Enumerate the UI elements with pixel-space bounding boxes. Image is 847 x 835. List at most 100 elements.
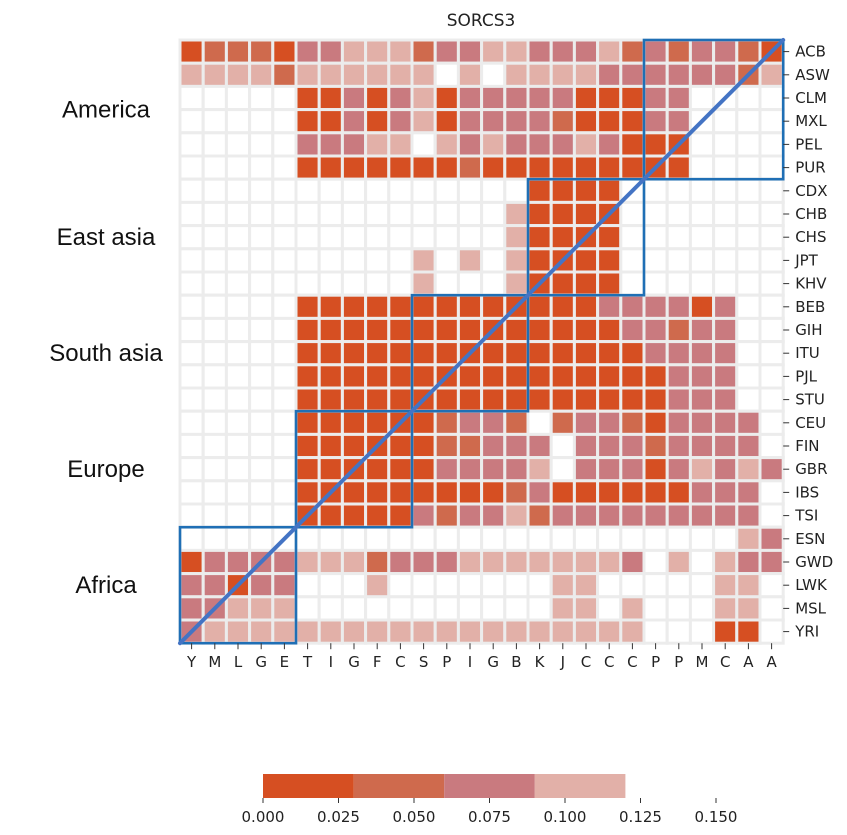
heatmap-cell-asw-7: [340, 61, 368, 88]
heatmap-cell-khv-2: [224, 270, 252, 297]
col-label-14: B: [511, 653, 521, 671]
heatmap-cell-fin-6: [317, 432, 344, 460]
heatmap-cell-mxl-12: [456, 108, 484, 135]
heatmap-cell-ceu-21: [665, 409, 692, 436]
heatmap-cell-cdx-12: [456, 177, 484, 204]
heatmap-cell-beb-0: [178, 293, 205, 320]
heatmap-cell-esn-2: [224, 525, 252, 552]
heatmap-cell-ceu-10: [410, 409, 437, 436]
heatmap-cell-pur-22: [688, 154, 716, 181]
heatmap-cell-pel-17: [572, 131, 600, 158]
heatmap-cell-tsi-17: [572, 502, 600, 529]
heatmap-cell-msl-12: [456, 595, 484, 622]
heatmap-cell-stu-22: [688, 386, 716, 413]
heatmap-cell-pel-9: [387, 131, 414, 158]
region-label-america: America: [62, 97, 151, 124]
heatmap-cell-asw-11: [433, 61, 460, 88]
heatmap-cell-pel-24: [735, 131, 762, 158]
heatmap-cell-mxl-24: [735, 108, 762, 135]
heatmap-cell-jpt-14: [503, 247, 530, 274]
heatmap-cell-yri-11: [433, 618, 460, 645]
heatmap-cell-khv-24: [735, 270, 762, 297]
heatmap-cell-esn-12: [456, 525, 484, 552]
heatmap-cell-ibs-15: [526, 479, 553, 506]
heatmap-cell-gbr-1: [201, 456, 228, 483]
col-label-3: G: [255, 653, 267, 671]
heatmap-cell-esn-24: [735, 525, 762, 552]
heatmap-cell-chb-19: [619, 200, 646, 228]
heatmap-cell-khv-0: [178, 270, 205, 297]
heatmap-cell-msl-5: [294, 595, 321, 622]
heatmap-cell-gwd-6: [317, 548, 344, 576]
heatmap-cell-ibs-21: [665, 479, 692, 506]
heatmap-cell-ceu-5: [294, 409, 321, 436]
heatmap-cell-gwd-24: [735, 548, 762, 576]
heatmap-cell-pur-25: [758, 154, 785, 181]
heatmap-cell-chs-10: [410, 224, 437, 251]
heatmap-cell-msl-19: [619, 595, 646, 622]
heatmap-cell-gwd-22: [688, 548, 716, 576]
col-label-23: C: [720, 653, 730, 671]
heatmap-cell-yri-24: [735, 618, 762, 645]
heatmap-cell-gih-23: [712, 316, 739, 344]
heatmap-cell-pel-7: [340, 131, 368, 158]
heatmap-cell-jpt-6: [317, 247, 344, 274]
heatmap-cell-jpt-3: [248, 247, 275, 274]
heatmap-cell-cdx-10: [410, 177, 437, 204]
heatmap-cell-mxl-19: [619, 108, 646, 135]
heatmap-cell-itu-18: [596, 340, 623, 367]
heatmap-cell-gih-10: [410, 316, 437, 344]
heatmap-cell-beb-6: [317, 293, 344, 320]
heatmap-cell-ceu-3: [248, 409, 275, 436]
heatmap-cell-gwd-2: [224, 548, 252, 576]
heatmap-cell-chb-4: [271, 200, 298, 228]
heatmap-cell-chb-21: [665, 200, 692, 228]
heatmap-cell-stu-6: [317, 386, 344, 413]
heatmap-cell-khv-4: [271, 270, 298, 297]
heatmap-cell-khv-3: [248, 270, 275, 297]
heatmap-cell-acb-15: [526, 38, 553, 65]
heatmap-cell-gih-7: [340, 316, 368, 344]
heatmap-cell-acb-23: [712, 38, 739, 65]
heatmap-cell-jpt-25: [758, 247, 785, 274]
row-label-yri: YRI: [794, 623, 819, 641]
heatmap-cell-asw-8: [364, 61, 391, 88]
row-label-fin: FIN: [795, 437, 819, 455]
heatmap-cell-gbr-12: [456, 456, 484, 483]
colorbar-segment-3: [534, 774, 626, 798]
heatmap-cell-msl-13: [480, 595, 507, 622]
heatmap-cell-gwd-4: [271, 548, 298, 576]
heatmap-cell-mxl-0: [178, 108, 205, 135]
heatmap-cell-khv-9: [387, 270, 414, 297]
heatmap-cell-beb-9: [387, 293, 414, 320]
colorbar-label-2: 0.050: [393, 808, 436, 826]
heatmap-cell-ibs-25: [758, 479, 785, 506]
heatmap-cell-mxl-2: [224, 108, 252, 135]
heatmap-cell-beb-24: [735, 293, 762, 320]
heatmap-cell-cdx-21: [665, 177, 692, 204]
heatmap-cell-khv-8: [364, 270, 391, 297]
heatmap-cell-itu-19: [619, 340, 646, 367]
heatmap-cell-lwk-16: [549, 572, 576, 599]
heatmap-cell-ceu-15: [526, 409, 553, 436]
heatmap-cell-khv-5: [294, 270, 321, 297]
heatmap-cell-pjl-3: [248, 363, 275, 390]
heatmap-cell-gwd-19: [619, 548, 646, 576]
heatmap-cell-lwk-19: [619, 572, 646, 599]
heatmap-cell-fin-12: [456, 432, 484, 460]
heatmap-cell-pjl-18: [596, 363, 623, 390]
heatmap-cell-tsi-10: [410, 502, 437, 529]
heatmap-cell-pel-14: [503, 131, 530, 158]
heatmap-cell-stu-8: [364, 386, 391, 413]
heatmap-cell-asw-14: [503, 61, 530, 88]
heatmap-cell-stu-2: [224, 386, 252, 413]
heatmap-cell-asw-6: [317, 61, 344, 88]
heatmap-cell-ceu-19: [619, 409, 646, 436]
heatmap-cell-fin-10: [410, 432, 437, 460]
heatmap-cell-yri-10: [410, 618, 437, 645]
colorbar-label-6: 0.150: [695, 808, 738, 826]
heatmap-cell-jpt-1: [201, 247, 228, 274]
heatmap-cell-acb-18: [596, 38, 623, 65]
heatmap-cell-esn-19: [619, 525, 646, 552]
heatmap-cell-esn-25: [758, 525, 785, 552]
